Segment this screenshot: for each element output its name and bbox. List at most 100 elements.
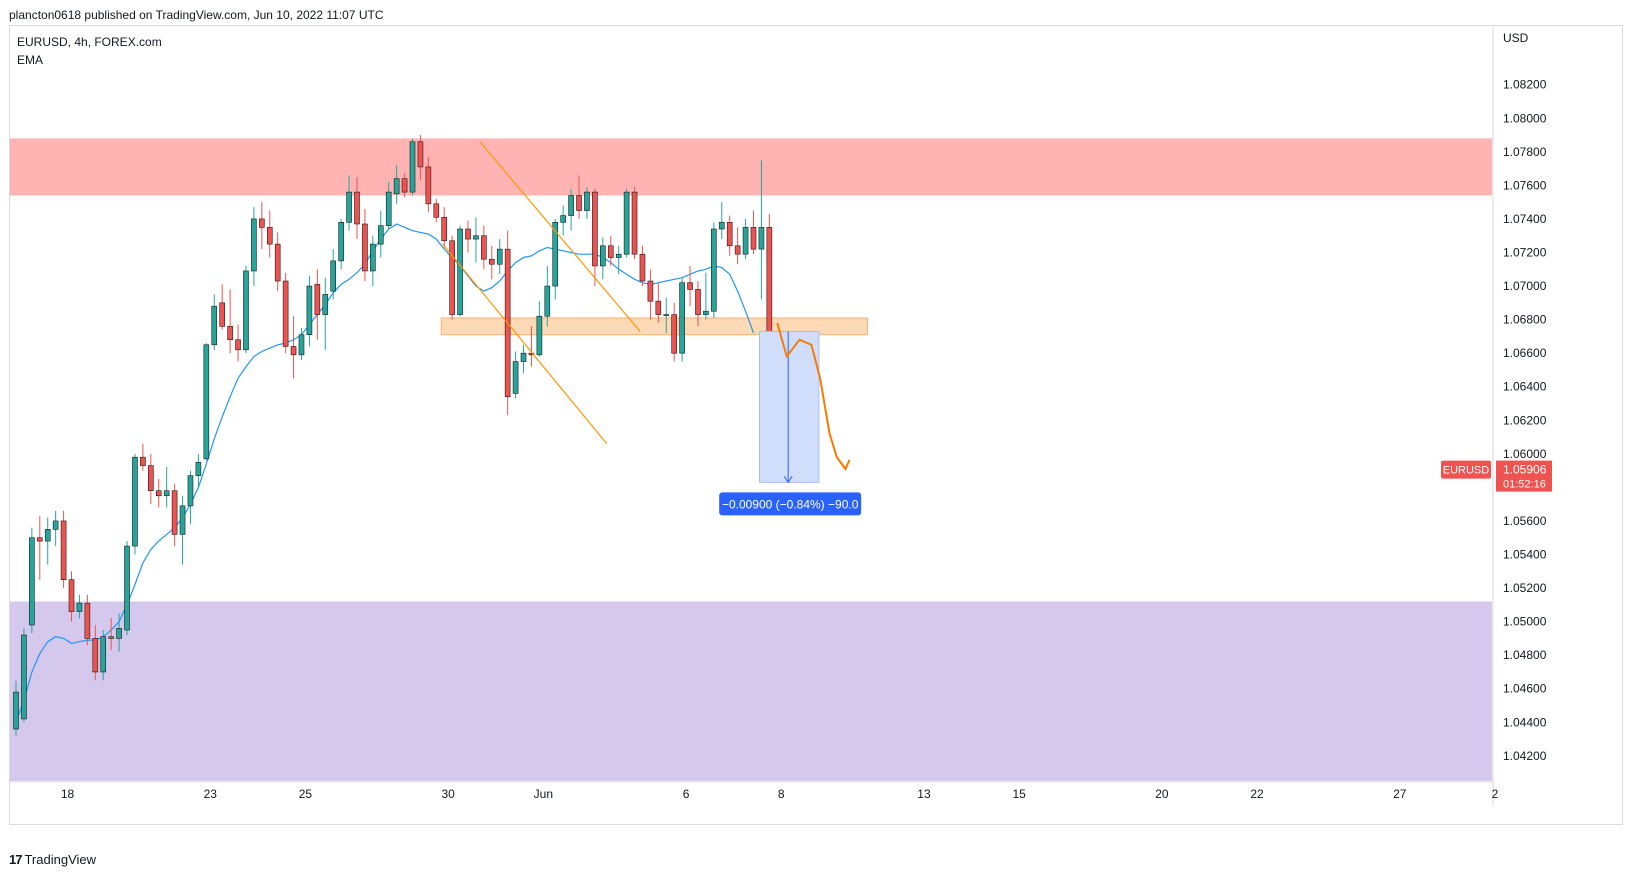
candle[interactable] [520, 344, 527, 374]
candle[interactable] [60, 510, 67, 589]
measure-box[interactable] [759, 330, 820, 483]
candle[interactable] [679, 277, 685, 362]
candle[interactable] [377, 210, 384, 258]
candle[interactable] [481, 225, 487, 270]
candle[interactable] [417, 135, 424, 181]
projection-path[interactable] [776, 322, 847, 470]
candle[interactable] [266, 210, 273, 258]
candle[interactable] [330, 249, 337, 300]
candle[interactable] [36, 515, 43, 580]
candle[interactable] [393, 165, 400, 204]
candle[interactable] [44, 517, 51, 565]
candle[interactable] [584, 187, 590, 219]
candle[interactable] [322, 277, 329, 350]
candle[interactable] [76, 594, 83, 619]
candle[interactable] [13, 680, 19, 736]
measure-label-bg[interactable] [719, 492, 862, 516]
candle[interactable] [568, 188, 574, 231]
candle[interactable] [282, 272, 289, 354]
candle[interactable] [163, 467, 170, 508]
candle[interactable] [259, 202, 265, 250]
candle[interactable] [623, 188, 630, 258]
candle[interactable] [21, 628, 27, 723]
candle[interactable] [671, 302, 677, 362]
candle[interactable] [600, 237, 606, 280]
candle[interactable] [211, 294, 218, 350]
candle[interactable] [607, 235, 614, 266]
candle[interactable] [512, 351, 519, 399]
candle[interactable] [631, 187, 638, 260]
candle[interactable] [346, 175, 352, 231]
candle[interactable] [639, 245, 646, 287]
candle[interactable] [203, 343, 210, 461]
symbol-tag-bg[interactable] [1441, 460, 1491, 479]
tradingview-logo[interactable]: 17 TradingView [9, 852, 96, 867]
candle[interactable] [306, 275, 313, 347]
candle[interactable] [179, 495, 186, 565]
candle[interactable] [465, 220, 471, 253]
candle[interactable] [425, 156, 432, 213]
candle[interactable] [298, 328, 305, 360]
candle[interactable] [100, 630, 107, 681]
candle[interactable] [449, 235, 455, 320]
candle[interactable] [243, 265, 249, 354]
candle[interactable] [108, 618, 114, 651]
candle[interactable] [52, 510, 59, 547]
candle[interactable] [457, 225, 463, 317]
support-zone[interactable] [10, 601, 1492, 781]
candle[interactable] [711, 222, 717, 318]
candle[interactable] [187, 470, 194, 525]
candle[interactable] [124, 541, 130, 636]
candle[interactable] [592, 188, 598, 287]
candle[interactable] [742, 218, 749, 260]
candle[interactable] [576, 175, 582, 219]
candle[interactable] [68, 571, 75, 622]
candle[interactable] [401, 173, 408, 198]
candle[interactable] [338, 218, 344, 270]
ema-line[interactable] [15, 223, 755, 723]
candle[interactable] [536, 301, 543, 357]
candle[interactable] [409, 138, 416, 196]
candle[interactable] [718, 202, 725, 240]
candle[interactable] [663, 297, 670, 334]
candle[interactable] [734, 227, 741, 265]
candle[interactable] [314, 269, 321, 340]
channel-upper-line[interactable] [479, 141, 641, 332]
candle[interactable] [84, 594, 91, 646]
candle[interactable] [251, 207, 257, 287]
candle[interactable] [290, 316, 297, 379]
candle[interactable] [116, 613, 122, 652]
candle[interactable] [496, 239, 503, 275]
candle[interactable] [655, 282, 662, 323]
candle[interactable] [758, 160, 765, 300]
candle[interactable] [528, 326, 535, 367]
candle[interactable] [370, 235, 376, 287]
candle[interactable] [750, 210, 757, 255]
candle[interactable] [385, 182, 392, 230]
price-tag-bg[interactable] [1496, 460, 1552, 492]
candle[interactable] [560, 205, 566, 236]
candle[interactable] [354, 177, 360, 240]
candle[interactable] [274, 232, 281, 292]
symbol-legend[interactable]: EURUSD, 4h, FOREX.com [17, 35, 162, 49]
resistance-zone[interactable] [10, 138, 1492, 196]
candle[interactable] [235, 324, 241, 362]
candle[interactable] [726, 215, 733, 256]
candle[interactable] [647, 269, 654, 320]
ema-legend[interactable]: EMA [17, 53, 44, 67]
candle[interactable] [433, 198, 440, 223]
candle[interactable] [552, 218, 559, 300]
candle[interactable] [687, 265, 693, 307]
candle[interactable] [695, 281, 701, 327]
candle[interactable] [148, 453, 154, 505]
channel-lower-line[interactable] [442, 243, 608, 445]
candle[interactable] [29, 527, 35, 634]
candle[interactable] [488, 245, 495, 280]
candle[interactable] [92, 624, 99, 681]
candle[interactable] [195, 453, 202, 488]
candle[interactable] [441, 207, 448, 248]
candle[interactable] [227, 289, 233, 354]
candle[interactable] [544, 265, 551, 327]
candle[interactable] [155, 479, 162, 508]
